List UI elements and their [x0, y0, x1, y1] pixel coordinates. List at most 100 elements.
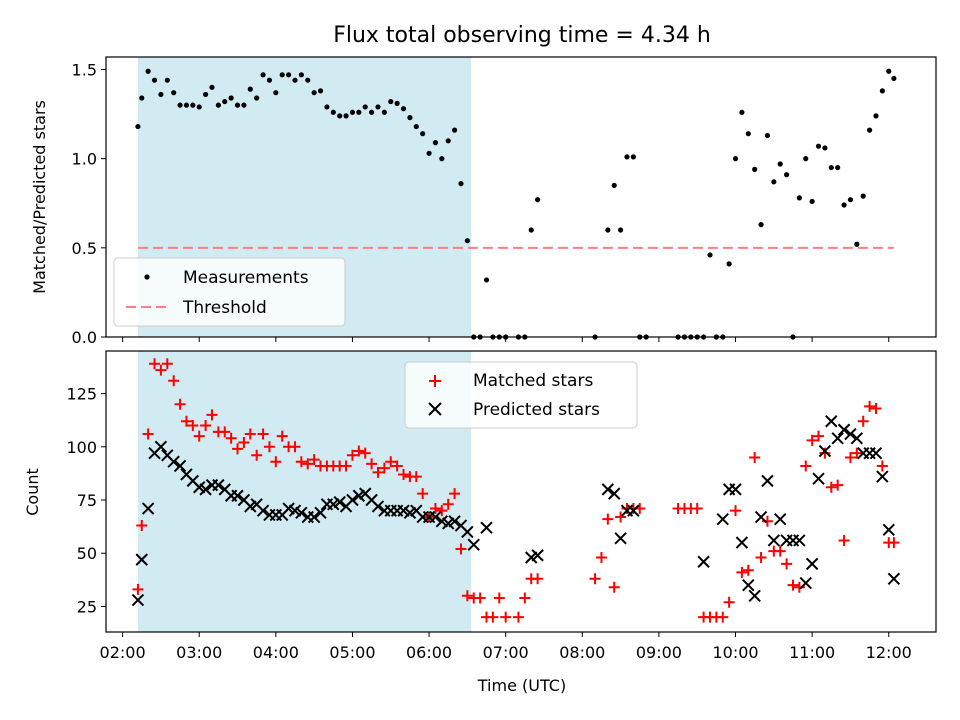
x-axis-label: Time (UTC): [477, 676, 566, 695]
measurement-point: [535, 197, 541, 203]
matched-star-point: [519, 592, 531, 604]
top-y-tick-label: 1.5: [72, 60, 97, 79]
predicted-star-point: [467, 538, 480, 551]
predicted-star-point: [831, 432, 844, 445]
measurement-point: [835, 164, 841, 171]
matched-star-point: [238, 437, 250, 449]
x-tick-label: 12:00: [866, 643, 912, 662]
measurement-point: [209, 84, 215, 90]
measurement-point: [611, 182, 617, 189]
bottom-y-tick-label: 75: [77, 491, 97, 510]
matched-star-point: [717, 611, 729, 623]
measurement-point: [171, 90, 177, 96]
matched-star-point: [755, 551, 767, 563]
x-tick-label: 07:00: [483, 643, 529, 662]
measurement-point: [145, 68, 151, 74]
legend-predicted-marker: [428, 402, 442, 416]
matched-star-point: [436, 505, 448, 517]
predicted-star-point: [729, 483, 742, 496]
measurement-point: [388, 98, 394, 105]
measurement-point: [190, 102, 196, 108]
predicted-star-point: [141, 502, 155, 515]
measurement-point: [426, 150, 432, 156]
matched-star-point: [251, 449, 263, 461]
measurement-point: [745, 131, 751, 137]
top-y-tick-label: 0.0: [72, 328, 97, 347]
measurement-point: [164, 77, 170, 83]
matched-star-point: [819, 447, 831, 459]
matched-star-point: [736, 566, 748, 578]
x-tick-label: 05:00: [329, 643, 375, 662]
measurement-point: [618, 227, 624, 233]
top-legend-box: [113, 257, 346, 327]
predicted-star-point: [627, 504, 640, 517]
predicted-star-point: [199, 483, 212, 496]
matched-stars-points: [132, 358, 900, 623]
measurement-point: [630, 154, 636, 160]
matched-star-point: [346, 449, 358, 461]
matched-star-point: [806, 434, 818, 446]
measurement-point: [707, 252, 713, 258]
matched-star-point: [793, 581, 805, 593]
measurement-point: [266, 77, 273, 83]
legend-predicted-label: Predicted stars: [473, 400, 600, 420]
matched-star-point: [844, 451, 856, 463]
bottom-panel: 25 50 75 100 125 02:00 03:00 04:00 05:00 06:00 07…: [23, 350, 937, 695]
measurement-point: [222, 98, 228, 105]
matched-star-point: [180, 415, 192, 427]
matched-star-point: [359, 447, 371, 459]
measurement-point: [177, 102, 183, 108]
matched-star-point: [825, 481, 837, 493]
predicted-star-point: [850, 432, 864, 445]
measurement-point: [369, 109, 375, 115]
bottom-x-ticks: 02:00 03:00 04:00 05:00 06:00 07:00 08:00 09:00…: [100, 632, 912, 662]
top-y-ticks: 0.0 0.5 1.0 1.5: [72, 60, 106, 347]
predicted-star-point: [844, 427, 857, 441]
matched-star-point: [442, 498, 454, 510]
predicted-star-point: [135, 553, 148, 566]
predicted-star-point: [212, 478, 225, 492]
matched-star-point: [723, 596, 735, 608]
matched-star-point: [589, 573, 601, 585]
x-tick-label: 10:00: [712, 643, 758, 662]
bottom-frame: [105, 350, 937, 633]
predicted-star-point: [601, 483, 615, 496]
matched-star-point: [512, 611, 524, 623]
measurement-point: [809, 198, 815, 205]
bottom-y-tick-label: 100: [66, 438, 97, 457]
matched-star-point: [742, 564, 754, 576]
measurement-point: [624, 154, 630, 160]
matched-star-point: [385, 456, 397, 468]
matched-star-point: [378, 462, 390, 474]
measurement-point: [726, 261, 732, 267]
measurement-point: [234, 102, 241, 108]
measurement-point: [752, 166, 758, 172]
measurement-point: [381, 109, 387, 115]
predicted-star-point: [882, 523, 895, 537]
measurement-point: [135, 123, 141, 130]
top-frame: [105, 56, 937, 338]
matched-star-point: [302, 458, 314, 470]
matched-star-point: [244, 428, 256, 440]
measurement-point: [158, 91, 164, 98]
predicted-star-point: [608, 487, 621, 500]
predicted-star-point: [876, 470, 889, 483]
matched-star-point: [888, 537, 900, 549]
matched-star-point: [276, 430, 288, 442]
predicted-star-point: [774, 512, 787, 526]
measurement-point: [860, 193, 866, 199]
measurement-point: [822, 145, 828, 151]
measurement-point: [771, 179, 777, 185]
measurement-point: [203, 91, 209, 98]
top-y-tick-label: 1.0: [72, 150, 97, 169]
measurement-point: [464, 238, 470, 244]
measurement-point: [362, 104, 368, 110]
measurement-point: [605, 227, 611, 233]
predicted-star-point: [767, 534, 781, 547]
bottom-y-tick-label: 25: [77, 597, 97, 616]
matched-star-point: [749, 451, 761, 463]
measurement-point: [260, 72, 266, 78]
predicted-star-point: [614, 532, 627, 545]
predicted-star-point: [231, 489, 244, 502]
matched-star-point: [857, 415, 869, 427]
